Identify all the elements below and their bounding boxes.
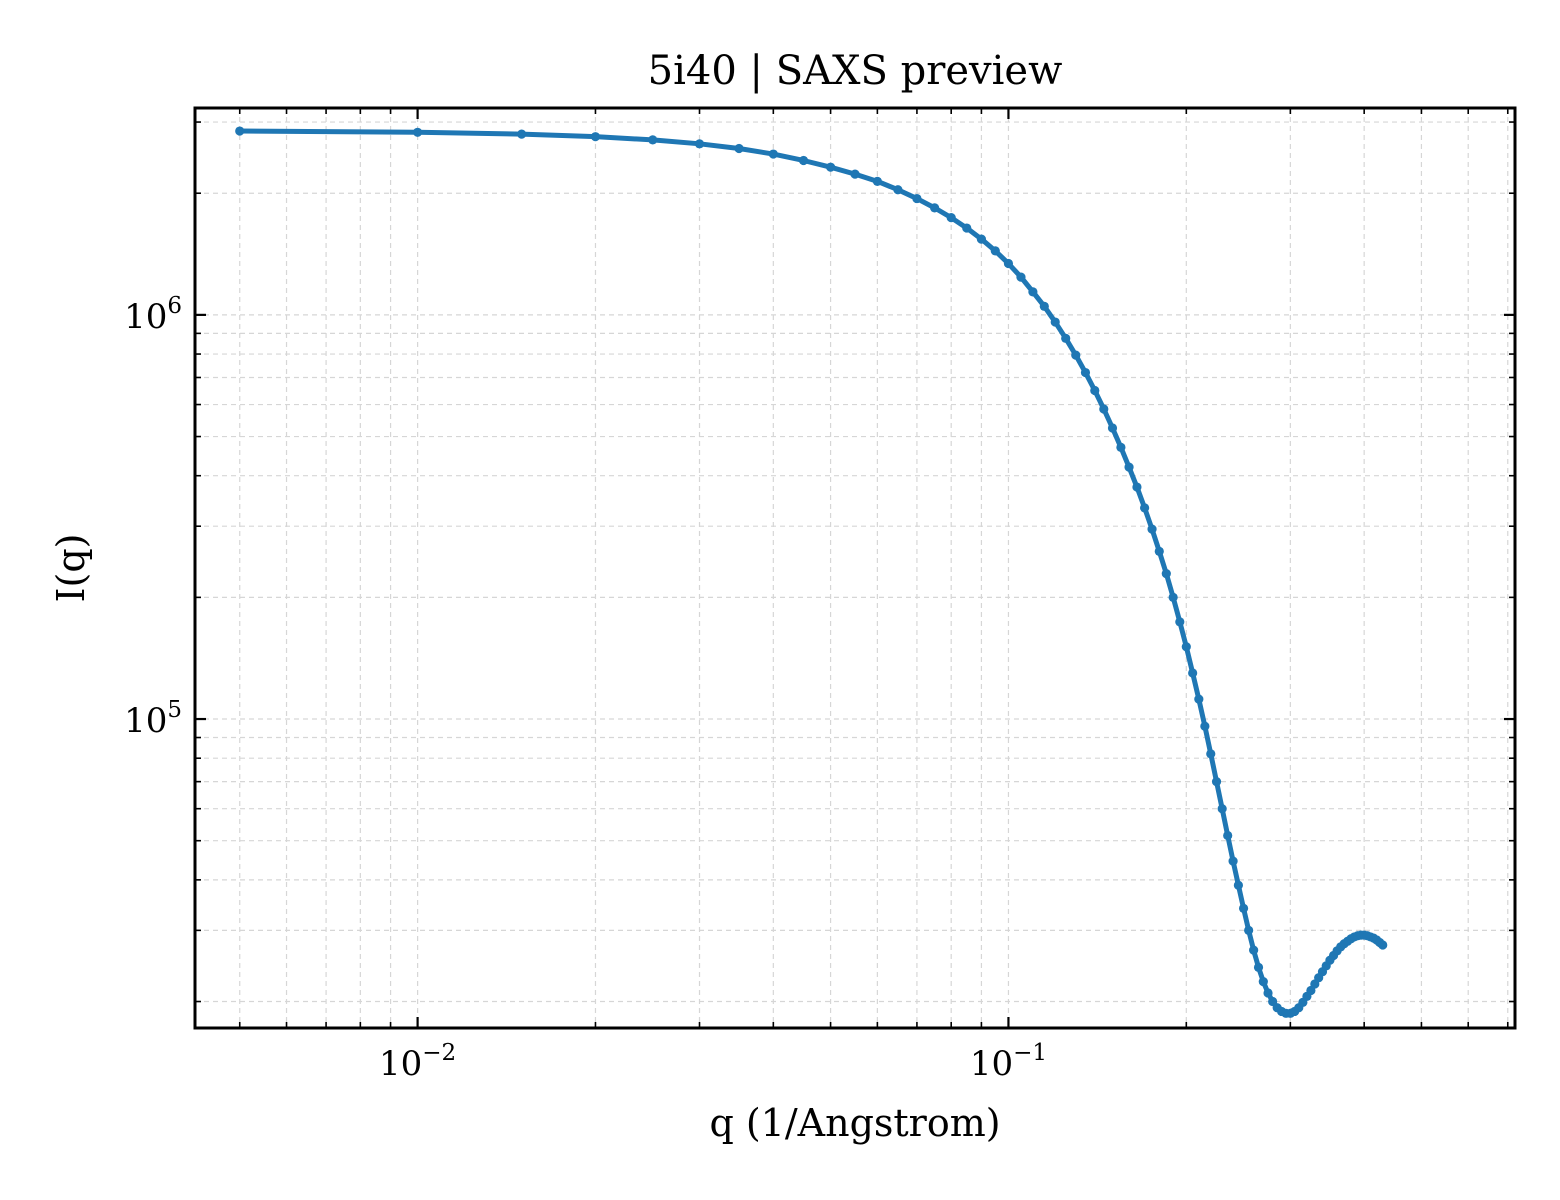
data-point	[872, 176, 882, 186]
data-point	[1244, 925, 1254, 935]
data-point	[235, 126, 245, 136]
data-point	[990, 246, 1000, 256]
x-tick-label: 10−2	[379, 1040, 456, 1084]
series-layer	[235, 126, 1388, 1018]
data-point	[1188, 668, 1198, 678]
y-tick-labels: 105 106	[124, 293, 182, 741]
series-0	[235, 126, 1388, 1018]
data-point	[1194, 694, 1204, 704]
series-line	[237, 128, 1386, 1016]
data-point	[1238, 903, 1249, 913]
data-point	[734, 143, 744, 154]
data-point	[590, 132, 601, 142]
data-point	[1003, 258, 1014, 269]
data-point	[1228, 856, 1238, 866]
data-point	[1016, 272, 1026, 282]
data-point	[1181, 642, 1191, 652]
data-point	[1200, 721, 1210, 731]
data-point	[1217, 804, 1227, 814]
data-point	[1253, 962, 1264, 972]
data-point	[1140, 503, 1150, 513]
x-tick-labels: 10−2 10−1	[379, 1040, 1047, 1084]
data-point	[1147, 524, 1157, 534]
chart-title: 5i40 | SAXS preview	[648, 48, 1063, 94]
data-point	[1211, 777, 1222, 787]
data-point	[1223, 830, 1233, 841]
data-point	[1080, 367, 1091, 378]
data-point	[1132, 482, 1142, 492]
data-point	[1050, 317, 1060, 327]
x-tick-label: 10−1	[970, 1040, 1047, 1084]
x-axis-title: q (1/Angstrom)	[709, 1101, 1000, 1145]
data-point	[1263, 988, 1273, 998]
data-point	[1206, 749, 1216, 759]
grid-minor	[195, 108, 1515, 1028]
data-point	[413, 127, 423, 137]
data-point	[1175, 617, 1185, 627]
data-point	[1161, 569, 1171, 579]
data-point	[850, 169, 860, 179]
data-point	[648, 135, 658, 145]
data-point	[1061, 333, 1071, 343]
data-point	[1168, 592, 1178, 602]
data-point	[798, 155, 809, 166]
data-point	[768, 149, 778, 159]
data-point	[1071, 350, 1081, 360]
data-point	[1378, 940, 1388, 950]
y-tick-label: 106	[124, 293, 182, 337]
data-point	[1154, 546, 1164, 556]
data-point	[912, 193, 922, 204]
data-point	[946, 213, 956, 223]
data-point	[1249, 945, 1259, 955]
data-point	[1107, 423, 1118, 433]
data-point	[1116, 442, 1126, 452]
data-point	[1124, 462, 1134, 472]
data-point	[930, 203, 940, 213]
data-point	[1258, 977, 1268, 987]
data-point	[517, 129, 527, 139]
plot-frame	[193, 106, 1517, 1030]
data-point	[1028, 287, 1038, 297]
data-point	[976, 234, 987, 244]
data-point	[1039, 301, 1049, 311]
data-point	[825, 162, 836, 172]
data-point	[893, 185, 903, 195]
data-point	[1090, 385, 1100, 396]
data-point	[962, 223, 972, 233]
y-tick-label: 105	[124, 697, 182, 741]
ticks-layer	[195, 108, 1515, 1028]
data-point	[694, 139, 705, 149]
grid-major	[195, 108, 1515, 1028]
data-point	[1099, 404, 1109, 414]
y-axis-title: I(q)	[49, 534, 93, 603]
data-point	[1233, 880, 1243, 890]
